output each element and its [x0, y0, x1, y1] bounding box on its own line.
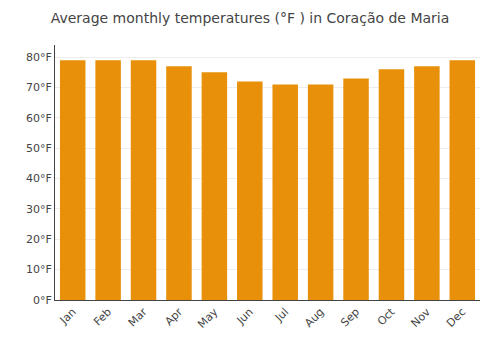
svg-text:Jul: Jul	[272, 306, 291, 325]
svg-text:Aug: Aug	[302, 306, 326, 330]
svg-text:0°F: 0°F	[33, 294, 52, 307]
svg-text:60°F: 60°F	[26, 112, 52, 125]
svg-text:Average monthly temperatures (: Average monthly temperatures (°F ) in Co…	[51, 10, 450, 26]
svg-text:Apr: Apr	[162, 305, 185, 328]
svg-text:40°F: 40°F	[26, 172, 52, 185]
svg-text:30°F: 30°F	[26, 203, 52, 216]
svg-text:Oct: Oct	[375, 305, 398, 328]
svg-text:Nov: Nov	[409, 305, 434, 330]
svg-text:Feb: Feb	[91, 306, 114, 329]
svg-text:Jun: Jun	[234, 305, 256, 327]
svg-text:Mar: Mar	[126, 305, 150, 329]
svg-text:Jan: Jan	[57, 306, 79, 328]
svg-text:May: May	[195, 305, 221, 331]
svg-text:70°F: 70°F	[26, 81, 52, 94]
svg-text:Dec: Dec	[444, 306, 468, 330]
svg-text:Sep: Sep	[338, 306, 362, 330]
svg-text:10°F: 10°F	[26, 263, 52, 276]
svg-text:20°F: 20°F	[26, 233, 52, 246]
svg-text:50°F: 50°F	[26, 142, 52, 155]
svg-text:80°F: 80°F	[26, 51, 52, 64]
